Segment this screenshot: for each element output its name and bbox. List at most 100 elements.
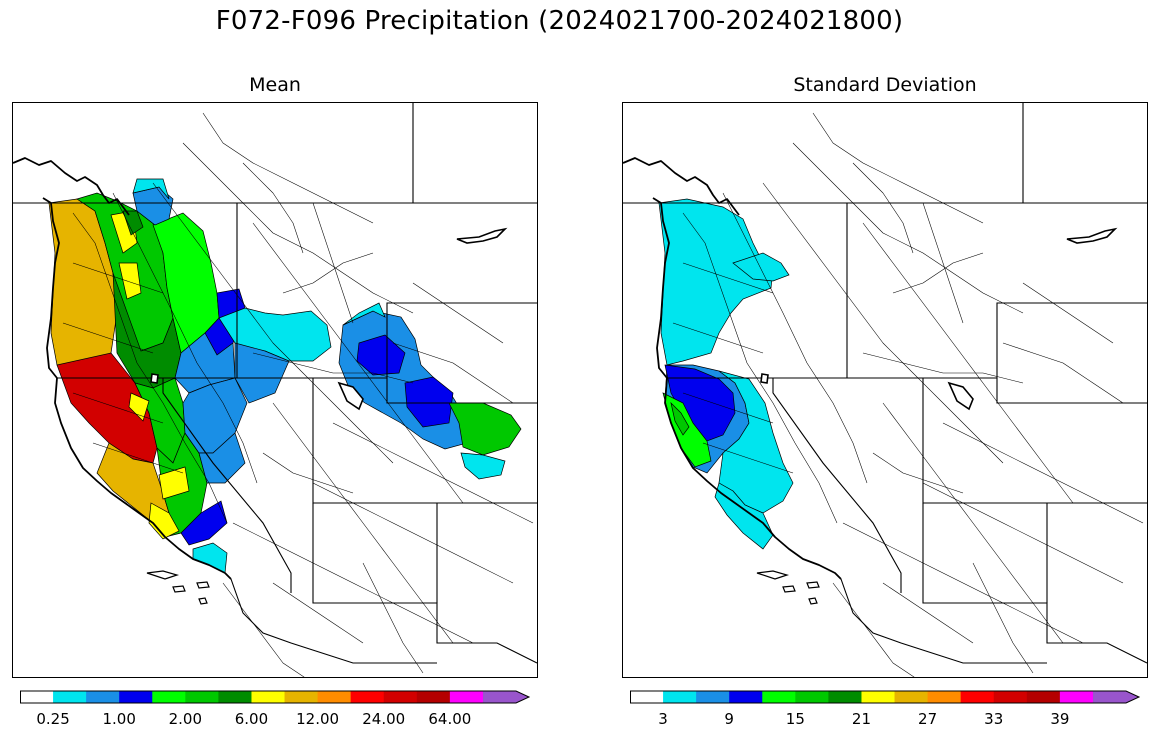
std-state-border bbox=[840, 578, 1047, 664]
mean-basin-boundary bbox=[222, 582, 305, 677]
mean-colorbar-segment bbox=[416, 691, 451, 703]
std-colorbar-segment bbox=[663, 691, 697, 703]
mean-basin-boundary bbox=[72, 262, 164, 294]
mean-basin-boundary bbox=[362, 562, 424, 674]
std-precipitation-map bbox=[622, 102, 1148, 678]
std-colorbar-segment bbox=[894, 691, 929, 703]
std-colorbar-outline bbox=[630, 690, 1141, 704]
std-colorbar-tick-label: 27 bbox=[918, 710, 938, 728]
mean-basin-boundary bbox=[312, 202, 354, 324]
mean-state-border bbox=[312, 503, 537, 664]
std-basin-boundary bbox=[922, 202, 964, 324]
std-state-border bbox=[922, 503, 1147, 664]
std-colorbar-svg bbox=[630, 690, 1141, 704]
figure-title: F072-F096 Precipitation (2024021700-2024… bbox=[215, 6, 904, 36]
mean-precip-region bbox=[356, 334, 406, 376]
std-basin-boundary bbox=[682, 212, 838, 524]
mean-basin-boundary bbox=[312, 482, 514, 584]
mean-map-svg bbox=[13, 103, 537, 677]
std-colorbar-tick-label: 9 bbox=[724, 710, 734, 728]
mean-state-border bbox=[230, 578, 437, 664]
mean-basin-boundary bbox=[252, 352, 414, 384]
std-colorbar-segment bbox=[828, 691, 862, 703]
mean-state-border bbox=[313, 302, 537, 379]
mean-basin-boundary bbox=[242, 162, 304, 254]
mean-lake bbox=[337, 381, 364, 411]
std-coastline bbox=[652, 197, 842, 580]
mean-precip-region bbox=[180, 500, 228, 546]
std-colorbar-tick-label: 21 bbox=[851, 710, 871, 728]
mean-basin-boundary bbox=[332, 422, 534, 524]
std-basin-boundary bbox=[682, 262, 774, 294]
std-basin-boundary bbox=[892, 252, 984, 294]
std-basin-boundary bbox=[862, 222, 1074, 504]
mean-precip-region bbox=[118, 262, 142, 300]
std-precip-region bbox=[670, 401, 690, 436]
std-basin-boundary bbox=[972, 562, 1034, 674]
mean-basin-boundary bbox=[182, 142, 414, 314]
std-island bbox=[756, 570, 790, 580]
std-colorbar-segment bbox=[861, 691, 896, 703]
mean-basin-boundary bbox=[152, 182, 394, 464]
mean-precip-region bbox=[132, 178, 170, 200]
std-coastline bbox=[623, 157, 740, 216]
mean-colorbar-segment bbox=[383, 691, 418, 703]
mean-basin-boundary bbox=[282, 252, 374, 294]
std-state-border bbox=[772, 378, 902, 593]
mean-basin-boundary bbox=[232, 522, 474, 644]
mean-precip-region bbox=[198, 432, 246, 484]
std-basin-boundary bbox=[842, 522, 1084, 644]
std-colorbar-segment bbox=[1026, 691, 1061, 703]
mean-colorbar-tick-label: 64.00 bbox=[428, 710, 472, 728]
mean-precip-region bbox=[448, 402, 522, 456]
std-island bbox=[806, 581, 820, 589]
mean-colorbar-outline bbox=[20, 690, 531, 704]
mean-colorbar-segment bbox=[53, 691, 87, 703]
mean-colorbar-segment bbox=[152, 691, 186, 703]
mean-colorbar-segment bbox=[185, 691, 219, 703]
mean-precip-region bbox=[404, 376, 454, 428]
std-colorbar-tick-label: 3 bbox=[658, 710, 668, 728]
std-panel-title: Standard Deviation bbox=[793, 74, 977, 96]
std-lake bbox=[760, 373, 769, 384]
mean-colorbar-segment bbox=[482, 691, 529, 703]
std-basin-boundary bbox=[882, 582, 974, 644]
std-basin-boundary bbox=[872, 452, 964, 494]
std-colorbar-segment bbox=[696, 691, 730, 703]
mean-state-border bbox=[162, 378, 292, 593]
std-colorbar-segment bbox=[1092, 691, 1139, 703]
std-island bbox=[808, 597, 818, 605]
std-colorbar-segment bbox=[993, 691, 1028, 703]
std-basin-boundary bbox=[1022, 282, 1114, 344]
std-colorbar-tick-label: 15 bbox=[785, 710, 805, 728]
std-colorbar-tick-label: 33 bbox=[984, 710, 1004, 728]
std-precip-region bbox=[732, 252, 790, 282]
std-basin-boundary bbox=[942, 422, 1144, 524]
mean-colorbar-segment bbox=[86, 691, 120, 703]
std-basin-boundary bbox=[852, 162, 914, 254]
mean-colorbar bbox=[20, 690, 531, 704]
mean-colorbar-segment bbox=[449, 691, 484, 703]
std-lake bbox=[947, 381, 974, 411]
std-basin-boundary bbox=[792, 142, 1024, 314]
mean-island bbox=[198, 597, 208, 605]
mean-colorbar-tick-label: 6.00 bbox=[234, 710, 269, 728]
mean-colorbar-segment bbox=[20, 691, 54, 703]
std-basin-boundary bbox=[882, 402, 1064, 644]
mean-basin-boundary bbox=[72, 392, 164, 424]
mean-precip-region bbox=[460, 452, 506, 480]
mean-colorbar-segment bbox=[350, 691, 385, 703]
mean-colorbar-tick-label: 12.00 bbox=[296, 710, 340, 728]
mean-panel-title: Mean bbox=[249, 74, 301, 96]
mean-colorbar-svg bbox=[20, 690, 531, 704]
mean-colorbar-segment bbox=[317, 691, 352, 703]
mean-island bbox=[196, 581, 210, 589]
std-basin-boundary bbox=[682, 392, 774, 424]
mean-precip-region bbox=[342, 302, 386, 326]
std-state-border bbox=[923, 302, 1147, 379]
std-colorbar-tick-label: 39 bbox=[1050, 710, 1070, 728]
std-colorbar-segment bbox=[762, 691, 796, 703]
std-basin-boundary bbox=[722, 192, 868, 484]
std-map-svg bbox=[623, 103, 1147, 677]
mean-colorbar-segment bbox=[119, 691, 153, 703]
